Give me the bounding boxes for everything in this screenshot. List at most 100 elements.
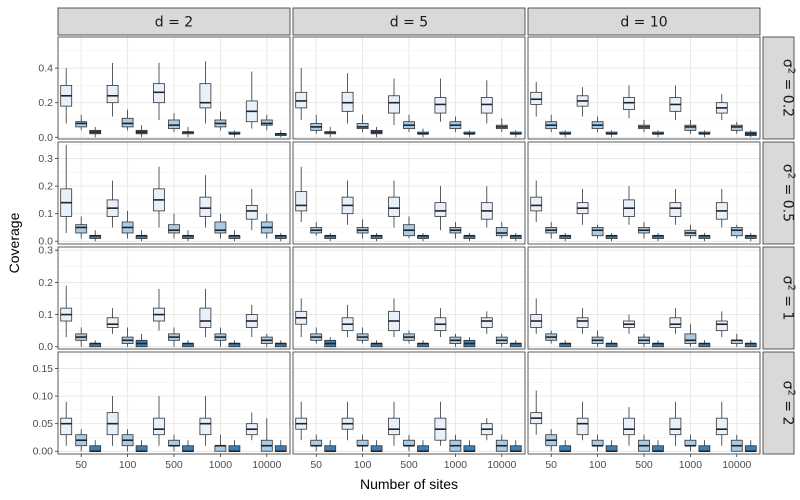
box-500-series-2 [403,216,415,239]
box-body [576,417,589,436]
box-body [730,227,743,237]
y-tick-label: 0.2 [38,181,53,193]
box-50-series-2 [545,429,558,452]
box-1000-series-3 [228,130,241,138]
row-strip-3: σ2 = 1 [762,246,797,350]
box-100-series-2 [591,434,604,452]
box-100-series-2 [121,210,134,239]
box-100-series-1 [106,396,119,446]
box-500-series-2 [403,330,415,344]
box-50-series-1 [60,401,73,446]
box-500-series-3 [417,128,429,138]
box-body [480,317,493,328]
panel-border [292,36,526,140]
box-500-series-2 [638,221,650,239]
x-tick-label: 100 [589,459,607,471]
box-body [388,95,400,114]
box-50-series-3 [559,340,572,348]
row-strip-label: σ2 = 2 [780,381,798,426]
box-500-series-1 [623,85,635,119]
box-50-series-3 [559,130,572,138]
box-10000-series-3 [509,130,522,138]
box-100-series-2 [356,434,369,452]
box-1000-series-2 [684,434,697,452]
box-50-series-1 [295,401,308,441]
box-body [199,83,212,109]
y-tick-label: 0.00 [33,446,54,458]
box-body [324,445,337,452]
box-50-series-2 [310,434,323,452]
box-500-series-2 [638,119,650,133]
box-1000-series-1 [669,85,682,120]
box-500-series-1 [388,401,400,446]
box-100-series-1 [576,308,589,334]
x-tick-label: 1000 [444,459,468,471]
box-1000-series-3 [463,232,476,242]
column-strip-label: d = 10 [620,15,667,31]
x-tick-label: 10000 [722,459,751,471]
box-500-series-3 [182,440,194,453]
box-10000-series-2 [260,418,273,452]
box-500-series-3 [182,230,194,242]
box-10000-series-3 [274,130,287,138]
box-body [75,121,88,128]
box-body [434,97,447,114]
row-strip-4: σ2 = 2 [762,351,798,455]
box-body [228,445,241,452]
box-1000-series-3 [228,440,241,453]
panel-r2-c3 [527,141,761,245]
box-10000-series-3 [274,232,287,242]
x-tick-label: 1000 [209,459,233,471]
x-tick-label: 10000 [252,459,281,471]
box-body [684,439,697,447]
box-1000-series-2 [684,324,697,347]
row-strip-bg [762,36,795,140]
box-10000-series-3 [274,440,287,453]
box-10000-series-3 [509,340,522,348]
box-10000-series-3 [509,440,522,453]
box-1000-series-1 [199,288,212,338]
box-body [199,307,212,328]
box-1000-series-1 [199,396,212,446]
box-10000-series-1 [245,304,258,338]
box-500-series-2 [403,114,415,133]
box-500-series-1 [153,166,165,228]
box-1000-series-2 [449,221,462,239]
x-tick-label: 1000 [679,459,703,471]
row-strip-label: σ2 = 0.5 [780,164,798,222]
box-body [214,445,227,452]
box-50-series-1 [60,285,73,338]
y-tick-label: 0.0 [38,341,53,353]
box-500-series-3 [417,440,429,453]
box-body [591,439,604,447]
box-50-series-1 [530,180,543,222]
panel-border [527,141,761,245]
box-500-series-3 [652,130,664,138]
box-1000-series-3 [698,130,711,138]
box-body [153,417,165,436]
box-body [434,202,447,217]
box-10000-series-1 [715,311,728,338]
box-50-series-2 [310,221,323,236]
column-strip-3: d = 10 [527,7,761,36]
box-10000-series-2 [730,121,743,134]
row-strip-1: σ2 = 0.2 [762,36,797,140]
x-tick-label: 100 [354,459,372,471]
box-50-series-3 [324,440,337,453]
panel-r3-c3 [527,246,761,350]
box-body [106,85,119,104]
box-body [295,191,308,212]
box-10000-series-2 [260,213,273,239]
box-body [669,202,682,217]
box-1000-series-3 [698,232,711,242]
box-10000-series-1 [480,186,493,228]
box-body [559,445,572,452]
box-100-series-3 [370,340,383,348]
box-body [388,417,400,436]
box-body [623,97,635,111]
box-50-series-3 [324,337,337,348]
box-50-series-3 [559,440,572,453]
y-tick-label: 0.0 [38,236,53,248]
box-500-series-2 [403,434,415,452]
